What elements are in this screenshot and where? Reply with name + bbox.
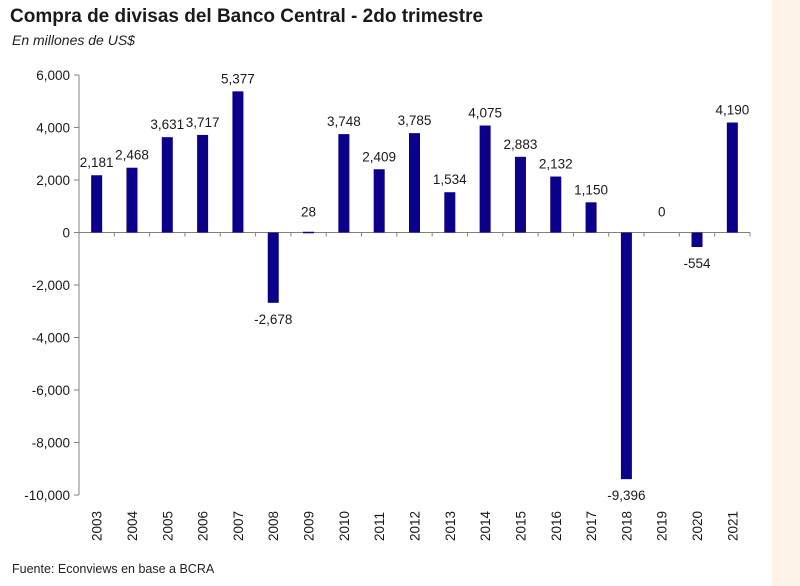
x-tick-label-2010: 2010	[337, 511, 352, 541]
data-label-2020: -554	[684, 256, 712, 271]
y-tick-label: 4,000	[36, 121, 70, 136]
data-label-2006: 3,717	[186, 115, 220, 130]
x-tick-label-2016: 2016	[549, 511, 564, 541]
chart-subtitle: En millones de US$	[12, 32, 135, 48]
x-tick-label-2014: 2014	[478, 510, 493, 541]
y-tick-label: -8,000	[32, 436, 70, 451]
bar-chart: 6,000 4,000 2,000 0 -2,000 -4,000 -6,000 -8,000…	[24, 68, 751, 541]
bar-2009	[303, 231, 315, 234]
data-label-2014: 4,075	[468, 106, 502, 121]
chart-title: Compra de divisas del Banco Central - 2d…	[10, 6, 484, 27]
data-label-2005: 3,631	[150, 117, 184, 132]
bar-2011	[373, 169, 385, 233]
x-tick-label-2020: 2020	[690, 511, 705, 541]
x-tick-label-2003: 2003	[90, 511, 105, 541]
bar-2008	[267, 232, 279, 303]
data-label-2015: 2,883	[504, 137, 538, 152]
bar-2007	[232, 91, 244, 233]
data-label-2013: 1,534	[433, 172, 467, 187]
bar-2021	[726, 122, 738, 233]
source-note: Fuente: Econviews en base a BCRA	[12, 562, 215, 576]
x-tick-label-2004: 2004	[125, 510, 140, 541]
y-tick-label: -4,000	[32, 331, 70, 346]
bar-2003	[91, 175, 103, 233]
x-tick-label-2005: 2005	[160, 511, 175, 541]
data-label-2009: 28	[301, 205, 316, 220]
y-tick-label: -2,000	[32, 278, 70, 293]
x-tick-label-2017: 2017	[584, 511, 599, 541]
data-label-2019: 0	[658, 205, 666, 220]
x-tick-label-2008: 2008	[266, 511, 281, 541]
data-label-2021: 4,190	[715, 103, 749, 118]
x-tick-label-2007: 2007	[231, 511, 246, 541]
data-label-2016: 2,132	[539, 157, 573, 172]
x-tick-label-2006: 2006	[196, 511, 211, 541]
data-label-2004: 2,468	[115, 148, 149, 163]
y-tick-label: 0	[62, 226, 70, 241]
x-tick-label-2009: 2009	[302, 511, 317, 541]
data-label-2011: 2,409	[362, 149, 396, 164]
bar-2006	[197, 134, 209, 233]
chart-panel: Compra de divisas del Banco Central - 2d…	[0, 0, 772, 586]
x-tick-label-2018: 2018	[619, 511, 634, 541]
y-tick-label: -10,000	[24, 488, 70, 503]
x-tick-label-2019: 2019	[655, 511, 670, 541]
y-tick-label: 2,000	[36, 173, 70, 188]
bar-2012	[409, 133, 420, 233]
bar-2010	[338, 134, 350, 233]
bar-2015	[514, 156, 526, 233]
x-tick-label-2011: 2011	[372, 512, 387, 541]
bar-2017	[585, 202, 597, 233]
bar-2005	[161, 137, 173, 233]
data-label-2018: -9,396	[607, 488, 645, 503]
data-label-2017: 1,150	[574, 182, 608, 197]
x-tick-label-2013: 2013	[443, 511, 458, 541]
bar-2013	[444, 192, 456, 233]
x-tick-label-2015: 2015	[513, 511, 528, 541]
bar-2004	[126, 167, 138, 233]
data-label-2010: 3,748	[327, 114, 361, 129]
bar-2014	[479, 125, 491, 233]
bar-2016	[550, 176, 562, 233]
data-label-2003: 2,181	[80, 155, 114, 170]
x-tick-label-2012: 2012	[408, 511, 423, 541]
bar-2018	[620, 232, 632, 480]
x-tick-label-2021: 2021	[725, 511, 740, 541]
data-label-2012: 3,785	[398, 113, 432, 128]
data-label-2008: -2,678	[254, 312, 292, 327]
y-tick-label: 6,000	[36, 68, 70, 83]
data-label-2007: 5,377	[221, 71, 255, 86]
y-tick-label: -6,000	[32, 383, 70, 398]
bar-2020	[691, 232, 703, 248]
